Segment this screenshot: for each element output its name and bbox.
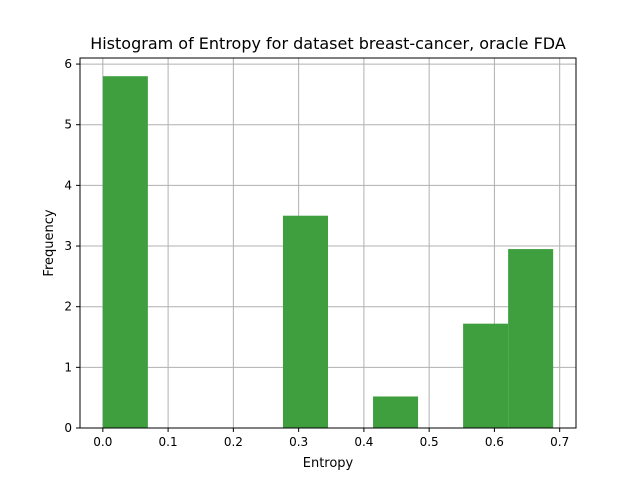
histogram-bar [282, 215, 328, 428]
y-tick-label: 2 [64, 300, 72, 314]
bars-group [102, 76, 554, 429]
x-tick-label: 0.1 [159, 435, 178, 449]
y-tick-label: 6 [64, 57, 72, 71]
x-tick-label: 0.6 [485, 435, 504, 449]
plot-frame [79, 57, 577, 429]
histogram-bar [463, 323, 509, 428]
x-tick-label: 0.7 [550, 435, 569, 449]
y-tick-label: 1 [64, 360, 72, 374]
x-tick-label: 0.2 [224, 435, 243, 449]
chart-title: Histogram of Entropy for dataset breast-… [90, 34, 566, 53]
y-tick-label: 3 [64, 239, 72, 253]
y-axis-ticks: 0 1 2 3 4 5 6 [64, 57, 80, 435]
histogram-bar [102, 76, 148, 429]
x-tick-label: 0.3 [289, 435, 308, 449]
grid-lines [80, 58, 576, 429]
y-axis-label: Frequency [42, 209, 57, 276]
histogram-bar [508, 249, 554, 428]
y-tick-label: 4 [64, 178, 72, 192]
x-axis-ticks: 0.0 0.1 0.2 0.3 0.4 0.5 0.6 0.7 [93, 428, 569, 449]
y-tick-label: 0 [64, 421, 72, 435]
histogram-bar [373, 396, 419, 428]
x-axis-label: Entropy [303, 456, 354, 471]
x-tick-label: 0.4 [354, 435, 373, 449]
x-tick-label: 0.5 [420, 435, 439, 449]
y-tick-label: 5 [64, 118, 72, 132]
x-tick-label: 0.0 [93, 435, 112, 449]
